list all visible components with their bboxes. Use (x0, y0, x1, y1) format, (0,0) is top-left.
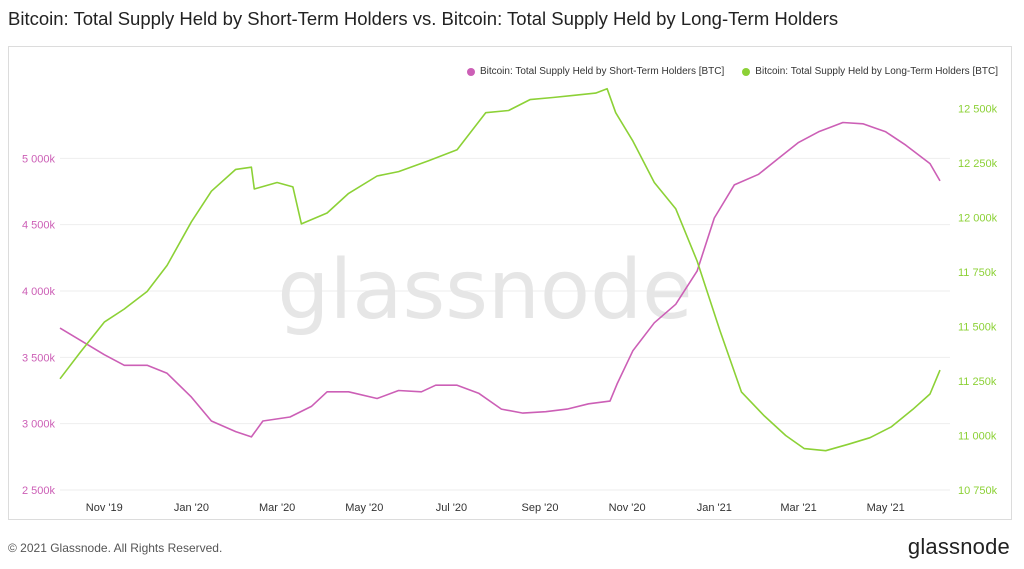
chart-legend: Bitcoin: Total Supply Held by Short-Term… (466, 66, 998, 77)
legend-label-lth: Bitcoin: Total Supply Held by Long-Term … (755, 66, 998, 77)
x-tick-label: May '20 (345, 502, 383, 514)
series-line-sth (59, 121, 941, 438)
y-left-tick-label: 4 500k (22, 220, 56, 232)
chart-title: Bitcoin: Total Supply Held by Short-Term… (8, 8, 839, 29)
y-right-tick-label: 11 250k (958, 376, 997, 388)
y-left-tick-label: 4 000k (22, 286, 56, 298)
y-left-tick-label: 3 000k (22, 419, 56, 431)
x-tick-label: Nov '20 (609, 502, 646, 514)
y-right-tick-label: 12 250k (958, 158, 998, 170)
legend-item-sth[interactable]: Bitcoin: Total Supply Held by Short-Term… (466, 66, 725, 77)
x-tick-label: Sep '20 (522, 502, 559, 514)
x-tick-label: Nov '19 (86, 502, 123, 514)
x-tick-label: Jan '21 (697, 502, 732, 514)
series-line-lth (59, 87, 941, 452)
x-tick-label: Jul '20 (436, 502, 467, 514)
y-right-tick-label: 11 000k (958, 430, 997, 442)
y-left-tick-label: 5 000k (22, 153, 56, 165)
x-tick-label: Mar '20 (259, 502, 295, 514)
x-tick-label: May '21 (867, 502, 905, 514)
legend-marker-lth (742, 67, 751, 76)
copyright-text: © 2021 Glassnode. All Rights Reserved. (8, 541, 223, 555)
y-right-tick-label: 11 500k (958, 321, 997, 333)
y-right-tick-label: 12 500k (958, 103, 998, 115)
legend-item-lth[interactable]: Bitcoin: Total Supply Held by Long-Term … (742, 66, 998, 77)
watermark-text: glassnode (277, 243, 692, 338)
legend-marker-sth (466, 67, 475, 76)
y-right-tick-label: 11 750k (958, 267, 997, 279)
y-right-tick-label: 12 000k (958, 212, 998, 224)
y-right-tick-label: 10 750k (958, 485, 998, 497)
y-left-tick-label: 3 500k (22, 352, 56, 364)
x-tick-label: Jan '20 (174, 502, 209, 514)
legend-label-sth: Bitcoin: Total Supply Held by Short-Term… (479, 66, 725, 77)
chart-panel (8, 46, 1012, 520)
y-left-tick-label: 2 500k (22, 485, 56, 497)
x-tick-label: Mar '21 (780, 502, 816, 514)
footer-logo[interactable]: glassnode (907, 534, 1010, 559)
